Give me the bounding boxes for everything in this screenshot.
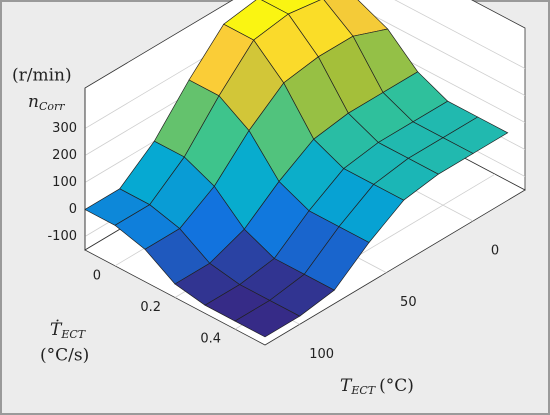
x-tick-label: 0	[491, 244, 499, 259]
y-label-sub: ECT	[60, 328, 86, 341]
y-label-unit: (°C/s)	[40, 346, 89, 366]
z-tick-label: 0	[69, 202, 77, 217]
x-label-unit: (°C)	[379, 376, 414, 396]
x-tick-label: 50	[400, 295, 417, 310]
x-label: TECT (°C)	[340, 376, 414, 398]
z-label-unit: (r/min)	[12, 66, 72, 86]
z-label-sub: Corr	[39, 100, 65, 113]
y-tick-label: 0	[93, 268, 101, 283]
y-label-main: Ṫ	[50, 319, 63, 340]
x-label-sub: ECT	[350, 384, 376, 397]
y-label: ṪECT	[50, 319, 87, 342]
x-label-main: T	[340, 376, 353, 396]
z-label: nCorr	[28, 92, 65, 114]
surface-patch	[234, 299, 301, 338]
z-tick-label: 100	[52, 175, 77, 190]
surface	[84, 0, 509, 338]
y-tick-label: 0.4	[200, 332, 221, 347]
z-tick-label: 300	[52, 121, 77, 136]
ticks: -100 0 100 200 300 0 50 100 0 0.2 0.4	[47, 121, 499, 362]
y-tick-label: 0.2	[140, 300, 161, 315]
z-label-main: n	[28, 92, 39, 112]
z-tick-label: 200	[52, 148, 77, 163]
z-tick-label: -100	[47, 229, 77, 244]
x-tick-label: 100	[309, 347, 334, 362]
grid-line	[84, 0, 526, 129]
